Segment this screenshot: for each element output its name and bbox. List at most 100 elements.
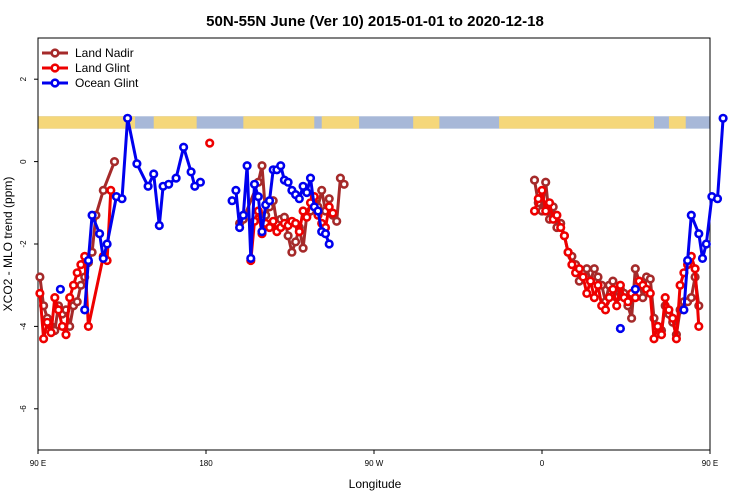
data-point — [287, 247, 297, 257]
data-point — [694, 321, 704, 332]
series-line — [533, 179, 701, 337]
data-point — [298, 181, 308, 191]
data-point — [608, 284, 618, 294]
data-point — [57, 321, 67, 332]
land-ocean-strip — [38, 116, 710, 129]
data-point — [537, 185, 547, 195]
land-segment — [38, 116, 136, 129]
data-point — [533, 194, 543, 204]
data-point — [324, 202, 334, 212]
data-point — [98, 185, 108, 195]
data-point — [227, 196, 237, 206]
x-tick-label: 90 E — [30, 459, 46, 468]
y-tick-label: 2 — [19, 76, 28, 81]
data-point — [324, 194, 334, 204]
data-point — [604, 293, 614, 303]
data-point — [645, 288, 655, 299]
legend-marker — [50, 78, 60, 88]
data-point — [656, 330, 667, 340]
data-point — [320, 229, 331, 239]
data-point — [671, 334, 682, 344]
data-point — [122, 113, 133, 123]
data-point — [190, 181, 200, 191]
data-point — [195, 177, 205, 187]
data-point — [556, 222, 566, 233]
data-point — [298, 206, 308, 216]
data-point — [682, 255, 693, 266]
data-point — [298, 243, 308, 253]
data-point — [68, 280, 79, 290]
data-point — [712, 194, 723, 204]
data-point — [291, 237, 301, 247]
data-point — [98, 253, 108, 263]
data-point — [65, 293, 75, 303]
series-land-glint — [35, 138, 704, 344]
data-point — [615, 323, 626, 334]
data-point — [50, 293, 60, 303]
series-layer — [35, 113, 728, 344]
data-point — [76, 260, 86, 270]
data-point — [529, 206, 540, 216]
data-point — [235, 222, 245, 233]
x-axis: 90 E 180 90 W 0 90 E — [30, 450, 718, 468]
data-point — [339, 179, 349, 189]
data-point — [593, 280, 603, 290]
data-point — [294, 227, 304, 237]
data-point — [626, 313, 637, 323]
data-point — [53, 305, 64, 315]
data-point — [238, 210, 248, 220]
data-point — [529, 175, 540, 185]
data-point — [268, 216, 278, 226]
data-point — [106, 185, 116, 195]
legend-marker — [50, 48, 60, 58]
data-point — [149, 169, 159, 179]
data-point — [328, 208, 338, 218]
data-point — [679, 305, 689, 315]
land-segment — [153, 116, 197, 129]
series-ocean-glint — [55, 113, 728, 334]
data-point — [668, 313, 678, 323]
data-point — [686, 293, 696, 303]
data-point — [117, 194, 127, 204]
data-point — [615, 280, 626, 290]
data-point — [205, 138, 215, 148]
land-segment — [243, 116, 315, 129]
y-tick-label: -4 — [19, 322, 28, 330]
data-point — [675, 280, 685, 290]
data-point — [257, 161, 267, 171]
data-point — [83, 255, 93, 266]
y-axis-label: XCO2 - MLO trend (ppm) — [1, 177, 15, 312]
data-point — [585, 276, 596, 286]
data-point — [332, 216, 342, 226]
data-point — [179, 142, 189, 152]
data-point — [35, 272, 45, 282]
data-point — [664, 305, 674, 315]
land-segment — [413, 116, 440, 129]
x-tick-label: 180 — [199, 459, 213, 468]
data-point — [72, 297, 82, 307]
x-tick-label: 90 W — [365, 459, 384, 468]
legend-item-land-nadir: Land Nadir — [42, 46, 134, 60]
data-point — [544, 198, 555, 208]
data-point — [242, 161, 252, 171]
data-point — [94, 229, 105, 239]
data-point — [246, 253, 256, 263]
data-point — [697, 253, 708, 263]
data-point — [608, 276, 618, 286]
data-point — [264, 196, 275, 206]
data-point — [335, 173, 346, 183]
data-point — [582, 288, 592, 299]
data-point — [102, 239, 112, 249]
data-point — [630, 264, 640, 274]
data-point — [171, 173, 181, 183]
data-point — [653, 321, 663, 332]
data-point — [563, 247, 573, 257]
data-point — [83, 321, 93, 332]
land-segment — [668, 116, 686, 129]
data-point — [132, 159, 142, 169]
data-point — [578, 272, 588, 282]
data-point — [701, 239, 711, 249]
data-point — [154, 220, 164, 231]
data-point — [638, 293, 648, 303]
